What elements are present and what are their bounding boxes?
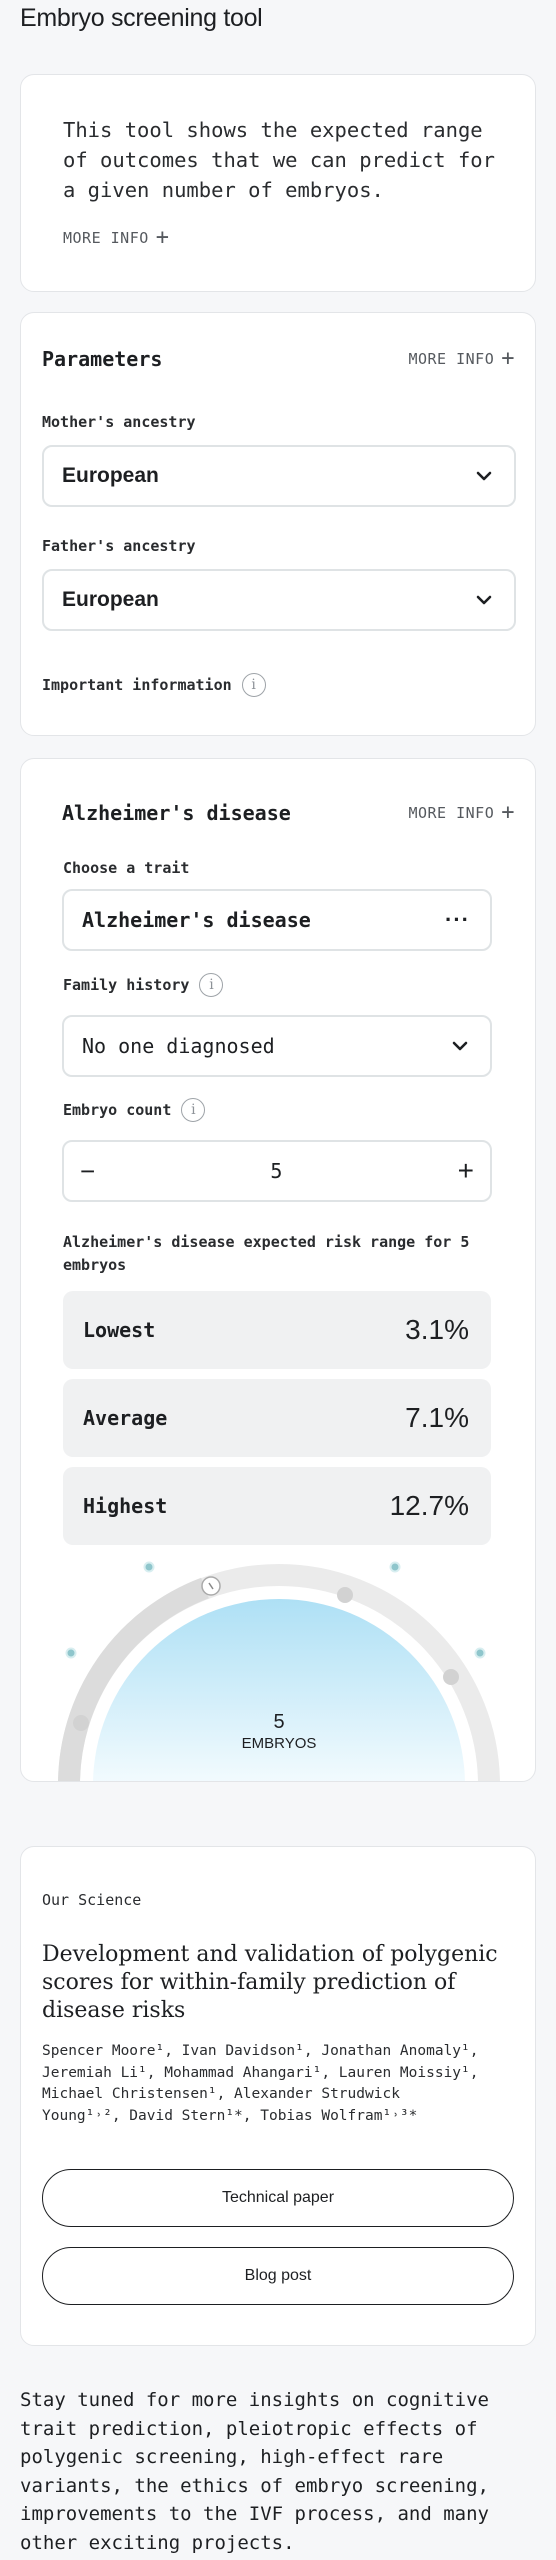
- gauge-dot: [143, 1561, 155, 1573]
- choose-trait-label: Choose a trait: [63, 859, 190, 877]
- father-ancestry-label: Father's ancestry: [42, 537, 196, 555]
- trait-value: Alzheimer's disease: [82, 908, 311, 932]
- more-options-icon: ···: [445, 907, 470, 932]
- plus-icon: +: [501, 346, 515, 371]
- gauge-dot: [65, 1647, 77, 1659]
- authors-line: Young¹˒², David Stern¹*, Tobias Wolfram¹…: [42, 2107, 418, 2124]
- decrement-button[interactable]: −: [80, 1155, 96, 1186]
- authors-line: Jeremiah Li¹, Mohammad Ahangari¹, Lauren…: [42, 2064, 479, 2081]
- father-ancestry-value: European: [62, 588, 159, 611]
- risk-value: 12.7%: [389, 1490, 469, 1521]
- plus-icon: +: [501, 800, 515, 825]
- authors-line: Spencer Moore¹, Ivan Davidson¹, Jonathan…: [42, 2043, 479, 2059]
- increment-button[interactable]: +: [457, 1155, 474, 1186]
- chevron-down-icon: [476, 595, 492, 605]
- mother-ancestry-label: Mother's ancestry: [42, 413, 196, 431]
- more-info-label: MORE INFO: [408, 350, 495, 368]
- trait-card: Alzheimer's disease MORE INFO + Choose a…: [20, 758, 536, 1782]
- gauge-knob-lowest: [73, 1715, 89, 1731]
- plus-icon: +: [155, 225, 170, 250]
- risk-range-label: Alzheimer's disease expected risk range …: [63, 1233, 470, 1274]
- intro-more-info-button[interactable]: MORE INFO +: [63, 227, 170, 249]
- chevron-down-icon: [476, 471, 492, 481]
- footer-text: Stay tuned for more insights on cognitiv…: [20, 2389, 489, 2554]
- father-ancestry-select[interactable]: European: [42, 569, 516, 631]
- family-history-row: Family history i: [63, 973, 224, 997]
- trait-select[interactable]: Alzheimer's disease ···: [62, 889, 492, 951]
- chevron-down-icon: [452, 1041, 468, 1051]
- app-title: Embryo screening tool: [20, 4, 263, 32]
- family-history-label: Family history: [63, 976, 190, 994]
- intro-card: This tool shows the expected range of ou…: [20, 74, 536, 292]
- risk-row-highest: Highest 12.7%: [63, 1467, 491, 1545]
- trait-title: Alzheimer's disease: [62, 801, 291, 825]
- gauge-inner-fill: [93, 1599, 465, 1781]
- trait-more-info-button[interactable]: MORE INFO +: [408, 802, 515, 824]
- technical-paper-button[interactable]: Technical paper: [42, 2169, 514, 2227]
- embryo-count-value: 5: [270, 1159, 283, 1183]
- info-icon[interactable]: i: [181, 1098, 206, 1122]
- risk-label: Lowest: [83, 1318, 156, 1342]
- risk-label: Highest: [83, 1494, 168, 1518]
- intro-text: This tool shows the expected range of ou…: [63, 118, 495, 202]
- gauge-number: 5: [273, 1711, 285, 1733]
- risk-row-lowest: Lowest 3.1%: [63, 1291, 491, 1369]
- blog-post-button[interactable]: Blog post: [42, 2247, 514, 2305]
- important-information-link[interactable]: Important information i: [42, 673, 266, 697]
- gauge-dot: [474, 1647, 486, 1659]
- family-history-value: No one diagnosed: [82, 1034, 275, 1058]
- parameters-card: Parameters MORE INFO + Mother's ancestry…: [20, 312, 536, 736]
- gauge-knob-highest: [443, 1669, 459, 1685]
- risk-row-average: Average 7.1%: [63, 1379, 491, 1457]
- embryo-count-row: Embryo count i: [63, 1098, 206, 1122]
- parameters-title: Parameters: [42, 347, 163, 371]
- gauge-caption: EMBRYOS: [241, 1735, 317, 1752]
- embryo-count-label: Embryo count: [63, 1101, 172, 1119]
- mother-ancestry-value: European: [62, 464, 159, 487]
- mother-ancestry-select[interactable]: European: [42, 445, 516, 507]
- risk-label: Average: [83, 1406, 168, 1430]
- more-info-label: MORE INFO: [408, 804, 495, 822]
- parameters-more-info-button[interactable]: MORE INFO +: [408, 348, 515, 370]
- family-history-select[interactable]: No one diagnosed: [62, 1015, 492, 1077]
- paper-title: Development and validation of polygenic …: [42, 1942, 498, 2023]
- info-icon: i: [241, 673, 266, 697]
- authors-line: Michael Christensen¹, Alexander Strudwic…: [42, 2086, 400, 2102]
- more-info-label: MORE INFO: [63, 229, 149, 247]
- risk-value: 3.1%: [405, 1314, 469, 1345]
- science-eyebrow: Our Science: [42, 1891, 142, 1909]
- info-icon[interactable]: i: [199, 973, 224, 997]
- important-information-label: Important information: [42, 676, 232, 694]
- gauge-handle: [201, 1576, 221, 1596]
- science-card: Our Science Development and validation o…: [20, 1846, 536, 2346]
- risk-value: 7.1%: [405, 1402, 469, 1433]
- gauge-knob-middle: [337, 1587, 353, 1603]
- paper-authors: Spencer Moore¹, Ivan Davidson¹, Jonathan…: [42, 2041, 522, 2127]
- embryo-gauge: [58, 1561, 500, 1781]
- embryo-count-stepper[interactable]: − 5 +: [62, 1140, 492, 1202]
- gauge-dot: [389, 1561, 401, 1573]
- gauge-progress: [58, 1577, 209, 1781]
